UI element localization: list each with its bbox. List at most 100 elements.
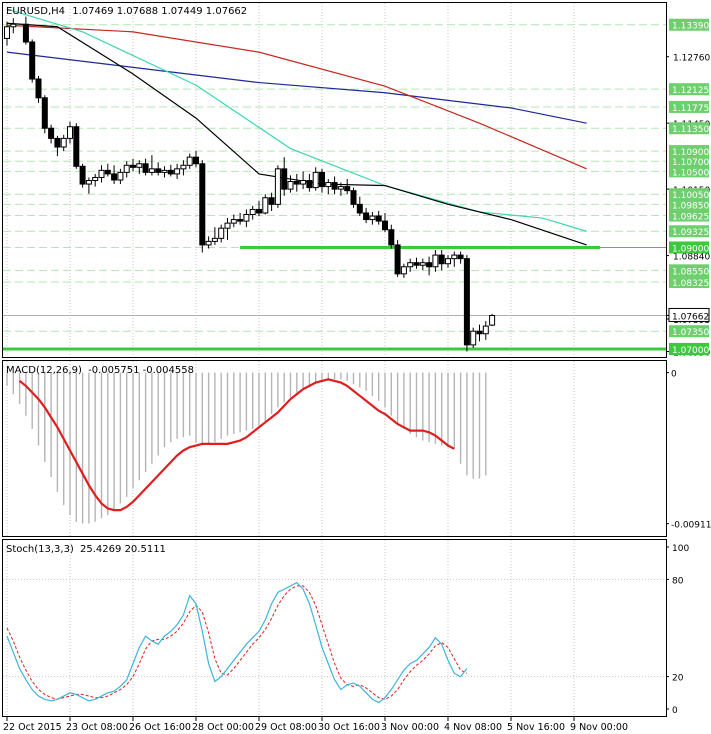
current-price-label: 1.07662 <box>672 312 709 322</box>
macd-name-label: MACD(12,26,9) <box>6 365 82 376</box>
candle-bullish <box>10 23 17 28</box>
candle-bearish <box>256 208 262 214</box>
candle-bullish <box>136 163 143 168</box>
candle-bullish <box>400 266 407 275</box>
symbol-label: EURUSD,H4 <box>6 6 65 17</box>
candlesticks <box>4 16 496 352</box>
level-price-label: 1.07350 <box>672 328 709 338</box>
candle-bearish <box>155 168 162 173</box>
level-price-label: 1.11775 <box>672 104 709 114</box>
candle-bearish <box>73 126 80 167</box>
time-tick-label: 9 Nov 00:00 <box>570 722 628 733</box>
level-price-tag <box>669 188 709 201</box>
level-price-tag <box>669 155 709 168</box>
candle-bearish <box>319 171 325 188</box>
level-price-tag <box>669 100 709 113</box>
price-pane-frame <box>2 2 667 358</box>
stochastic-tick-label: 20 <box>672 674 684 684</box>
candle-bullish <box>85 180 92 185</box>
candle-bearish <box>48 127 55 139</box>
candle-bearish <box>22 23 29 43</box>
stochastic-main-line <box>6 581 468 704</box>
candle-bearish <box>426 262 433 268</box>
level-price-label: 1.10050 <box>672 191 709 201</box>
level-price-label: 1.09625 <box>672 213 709 223</box>
candle-bullish <box>98 169 105 178</box>
candle-bearish <box>363 212 370 221</box>
candle-bullish <box>230 219 237 224</box>
time-axis: 22 Oct 2015 23 Oct 08:00 26 Oct 16:00 28 Oc… <box>3 716 628 733</box>
macd-signal-line <box>18 378 455 512</box>
candle-bullish <box>180 164 187 170</box>
candle-bullish <box>300 180 307 185</box>
level-price-tag <box>669 209 709 222</box>
price-pane[interactable]: 1.133901.127601.121251.117751.114501.113… <box>2 2 711 359</box>
candle-bearish <box>375 215 382 222</box>
candle-bullish <box>419 262 426 266</box>
moving-average-teal <box>6 8 587 232</box>
candle-bullish <box>174 168 181 175</box>
time-tick-label: 23 Oct 08:00 <box>66 722 128 733</box>
candle-bearish <box>356 203 363 214</box>
candle-bullish <box>92 176 99 182</box>
candle-bearish <box>142 163 149 173</box>
candle-bearish <box>79 165 86 185</box>
level-price-label: 1.09850 <box>672 201 709 211</box>
candle-bearish <box>457 254 464 260</box>
candle-bullish <box>4 26 10 39</box>
candle-bearish <box>293 181 300 185</box>
macd-pane[interactable]: 0 -0.009115 MACD(12,26,9) -0.005751 -0.00… <box>2 360 711 537</box>
candle-bullish <box>369 215 376 221</box>
candle-bullish <box>218 227 225 239</box>
level-price-tag <box>669 325 709 338</box>
candle-bullish <box>325 182 332 188</box>
candle-bullish <box>211 237 218 242</box>
price-tick-label: 1.08840 <box>673 253 710 263</box>
candle-bearish <box>476 330 483 335</box>
candle-bearish <box>237 219 244 222</box>
candle-bearish <box>331 182 338 190</box>
level-price-label: 1.10700 <box>672 158 709 168</box>
candle-bearish <box>199 163 206 246</box>
candle-bearish <box>382 220 388 231</box>
candle-bullish <box>432 254 439 268</box>
candle-bearish <box>35 78 42 99</box>
time-tick-label: 4 Nov 08:00 <box>444 722 502 733</box>
candle-bullish <box>249 208 256 216</box>
moving-average-navy <box>6 51 587 124</box>
price-pane-title: EURUSD,H4 1.07469 1.07688 1.07449 1.0766… <box>6 6 247 17</box>
stochastic-pane[interactable]: 100 80 20 0 Stoch(13,3,3) 25.4269 20.5111 <box>2 539 690 717</box>
candle-bullish <box>224 222 231 229</box>
level-price-label: 1.08325 <box>672 279 709 289</box>
level-price-tag <box>669 145 709 158</box>
candle-bullish <box>205 240 212 246</box>
candle-bearish <box>41 97 48 129</box>
macd-tick-label: -0.009115 <box>671 521 711 531</box>
macd-signal-line <box>18 378 455 512</box>
candle-bullish <box>67 126 73 139</box>
time-tick-label: 22 Oct 2015 <box>3 722 62 733</box>
price-tick-label: 1.12760 <box>673 54 710 64</box>
candle-bearish <box>193 156 199 165</box>
candle-bullish <box>123 164 130 173</box>
level-price-tag <box>669 83 709 96</box>
candle-bullish <box>482 325 489 335</box>
candle-bearish <box>413 262 420 266</box>
level-price-tag <box>669 165 709 178</box>
stochastic-lines <box>6 581 468 704</box>
level-price-label: 1.08550 <box>672 267 709 277</box>
price-grid <box>6 3 575 357</box>
candle-bullish <box>445 258 451 265</box>
candle-bearish <box>463 258 470 346</box>
candle-bearish <box>111 173 118 181</box>
candle-bullish <box>470 330 477 346</box>
macd-title: MACD(12,26,9) -0.005751 -0.004558 <box>6 365 194 376</box>
macd-values-label: -0.005751 -0.004558 <box>88 365 194 376</box>
price-axis: 1.133901.127601.121251.117751.114501.113… <box>666 18 710 358</box>
candle-bearish <box>344 186 351 192</box>
candle-bearish <box>388 229 395 246</box>
support-price-label: 1.07000 <box>672 346 709 356</box>
candle-bearish <box>281 168 288 190</box>
